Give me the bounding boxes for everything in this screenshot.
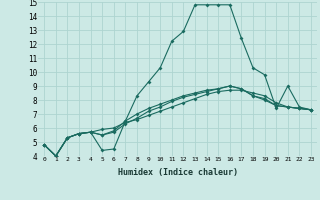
X-axis label: Humidex (Indice chaleur): Humidex (Indice chaleur) (118, 168, 238, 177)
